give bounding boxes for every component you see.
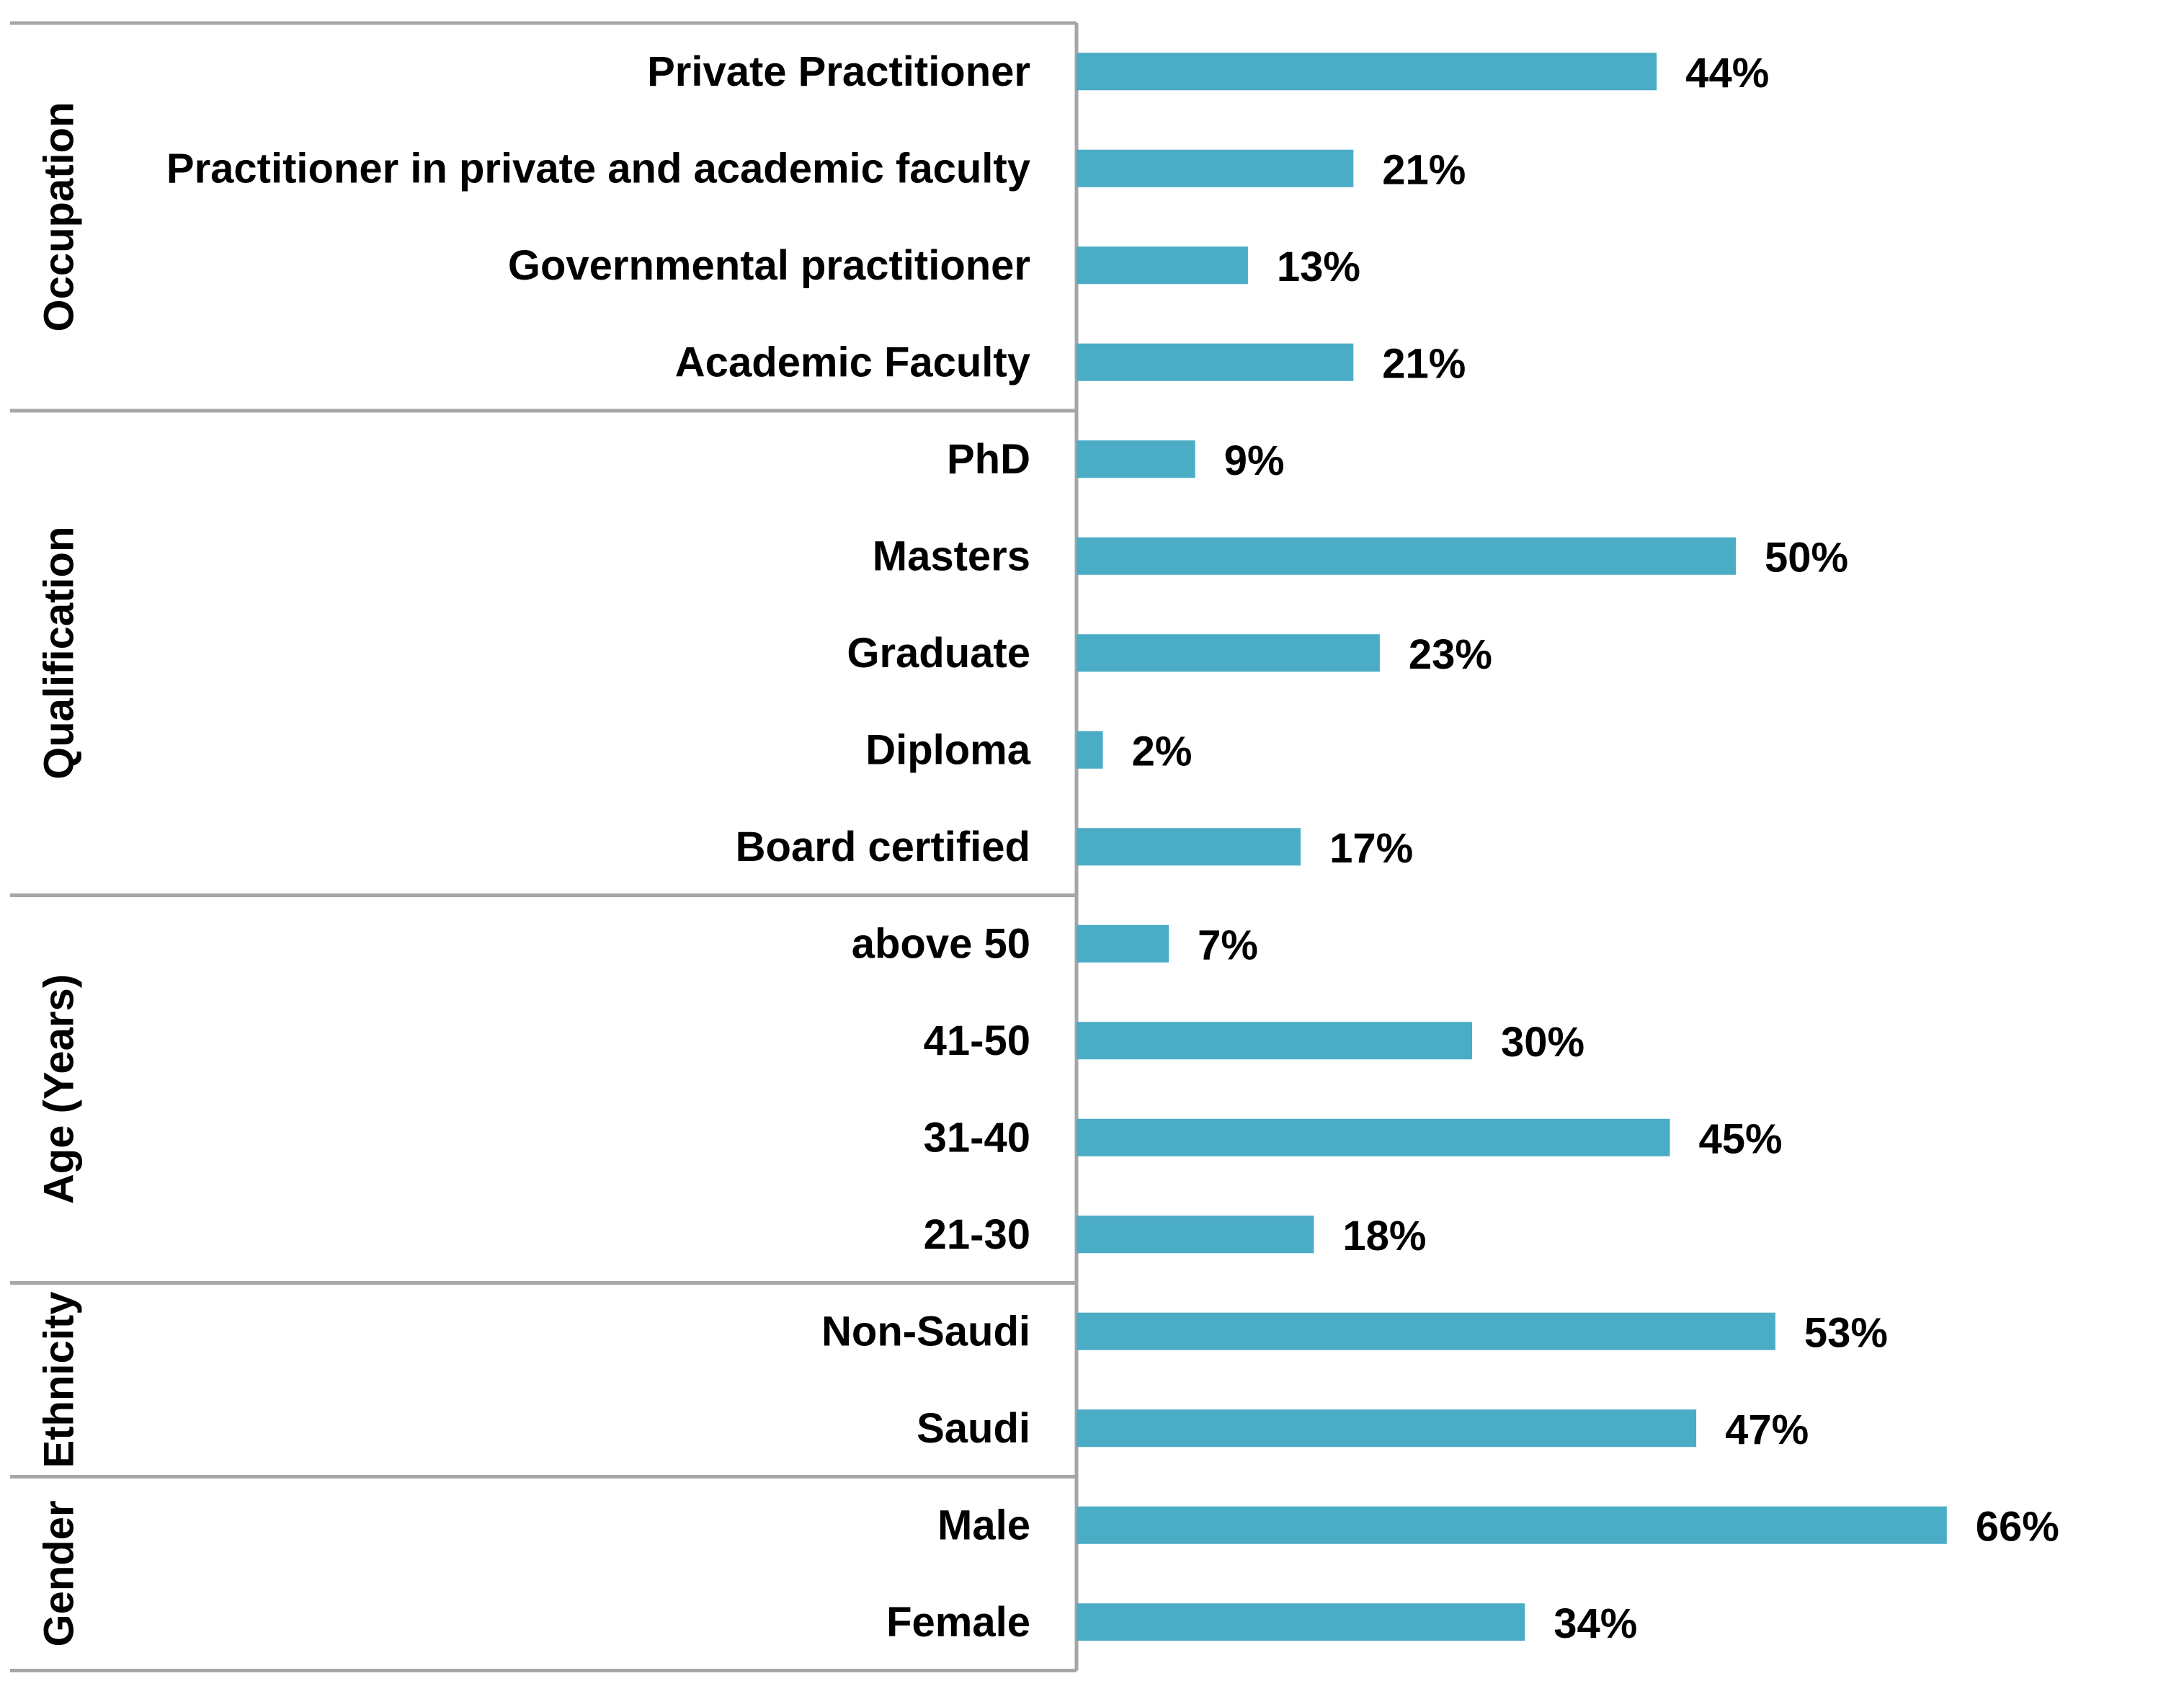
chart-frame bbox=[10, 21, 1079, 1672]
value-label-saudi: 47% bbox=[1725, 1406, 1809, 1453]
category-label-31-40: 31-40 bbox=[924, 1114, 1030, 1161]
value-label-phd: 9% bbox=[1224, 437, 1285, 484]
value-label-board-certified: 17% bbox=[1329, 825, 1413, 872]
category-label-governmental-practitioner: Governmental practitioner bbox=[508, 242, 1030, 289]
bar-series bbox=[1077, 53, 1947, 1641]
bar-masters bbox=[1077, 537, 1736, 575]
category-label-academic-faculty: Academic Faculty bbox=[675, 339, 1030, 385]
bar-private-practitioner bbox=[1077, 53, 1657, 91]
bar-academic-faculty bbox=[1077, 343, 1354, 381]
category-label-41-50: 41-50 bbox=[924, 1017, 1030, 1064]
category-label-graduate: Graduate bbox=[847, 630, 1030, 677]
bar-31-40 bbox=[1077, 1118, 1670, 1156]
value-label-diploma: 2% bbox=[1132, 728, 1193, 775]
category-label-practitioner-in-private-and-academic-faculty: Practitioner in private and academic fac… bbox=[166, 145, 1030, 192]
category-label-private-practitioner: Private Practitioner bbox=[647, 48, 1030, 95]
group-labels: Occupation Qualification Age (Years) Ethnic… bbox=[36, 102, 83, 1646]
value-labels: 44% 21% 13% 21% 9% 50% 23% 2% 17% 7% 30% 45% 18% 53% 4… bbox=[1132, 50, 2059, 1647]
value-label-practitioner-in-private-and-academic-faculty: 21% bbox=[1382, 146, 1466, 193]
category-label-phd: PhD bbox=[947, 436, 1030, 483]
group-label-age-years: Age (Years) bbox=[36, 974, 83, 1204]
category-label-male: Male bbox=[937, 1502, 1030, 1548]
category-label-21-30: 21-30 bbox=[924, 1211, 1030, 1258]
value-label-above-50: 7% bbox=[1198, 922, 1258, 968]
group-label-qualification: Qualification bbox=[36, 527, 83, 780]
category-labels: Private Practitioner Practitioner in priv… bbox=[166, 48, 1031, 1646]
bar-non-saudi bbox=[1077, 1312, 1775, 1350]
value-label-academic-faculty: 21% bbox=[1382, 340, 1466, 387]
bar-board-certified bbox=[1077, 828, 1301, 866]
value-label-governmental-practitioner: 13% bbox=[1277, 244, 1360, 290]
category-label-above-50: above 50 bbox=[852, 920, 1030, 967]
bar-phd bbox=[1077, 440, 1195, 478]
value-label-female: 34% bbox=[1554, 1600, 1637, 1647]
value-label-31-40: 45% bbox=[1699, 1115, 1783, 1162]
category-label-saudi: Saudi bbox=[917, 1405, 1030, 1452]
bar-21-30 bbox=[1077, 1216, 1314, 1254]
value-label-male: 66% bbox=[1976, 1503, 2059, 1550]
bar-diploma bbox=[1077, 731, 1103, 769]
value-label-graduate: 23% bbox=[1409, 631, 1492, 678]
value-label-41-50: 30% bbox=[1501, 1019, 1584, 1066]
category-label-diploma: Diploma bbox=[865, 726, 1031, 773]
bar-female bbox=[1077, 1603, 1525, 1641]
bar-governmental-practitioner bbox=[1077, 246, 1248, 285]
category-label-female: Female bbox=[886, 1599, 1030, 1646]
bar-41-50 bbox=[1077, 1022, 1472, 1060]
value-label-non-saudi: 53% bbox=[1804, 1309, 1888, 1356]
group-label-ethnicity: Ethnicity bbox=[36, 1292, 83, 1468]
value-label-private-practitioner: 44% bbox=[1685, 50, 1769, 97]
category-label-non-saudi: Non-Saudi bbox=[821, 1308, 1030, 1355]
value-label-21-30: 18% bbox=[1342, 1213, 1426, 1259]
bar-graduate bbox=[1077, 634, 1380, 672]
category-label-masters: Masters bbox=[873, 532, 1030, 579]
category-label-board-certified: Board certified bbox=[736, 824, 1030, 870]
bar-saudi bbox=[1077, 1409, 1697, 1448]
bar-above-50 bbox=[1077, 924, 1169, 963]
group-label-gender: Gender bbox=[36, 1500, 83, 1646]
bar-practitioner-in-private-and-academic-faculty bbox=[1077, 149, 1354, 187]
bar-male bbox=[1077, 1506, 1947, 1544]
group-label-occupation: Occupation bbox=[36, 102, 83, 331]
value-label-masters: 50% bbox=[1765, 534, 1848, 581]
